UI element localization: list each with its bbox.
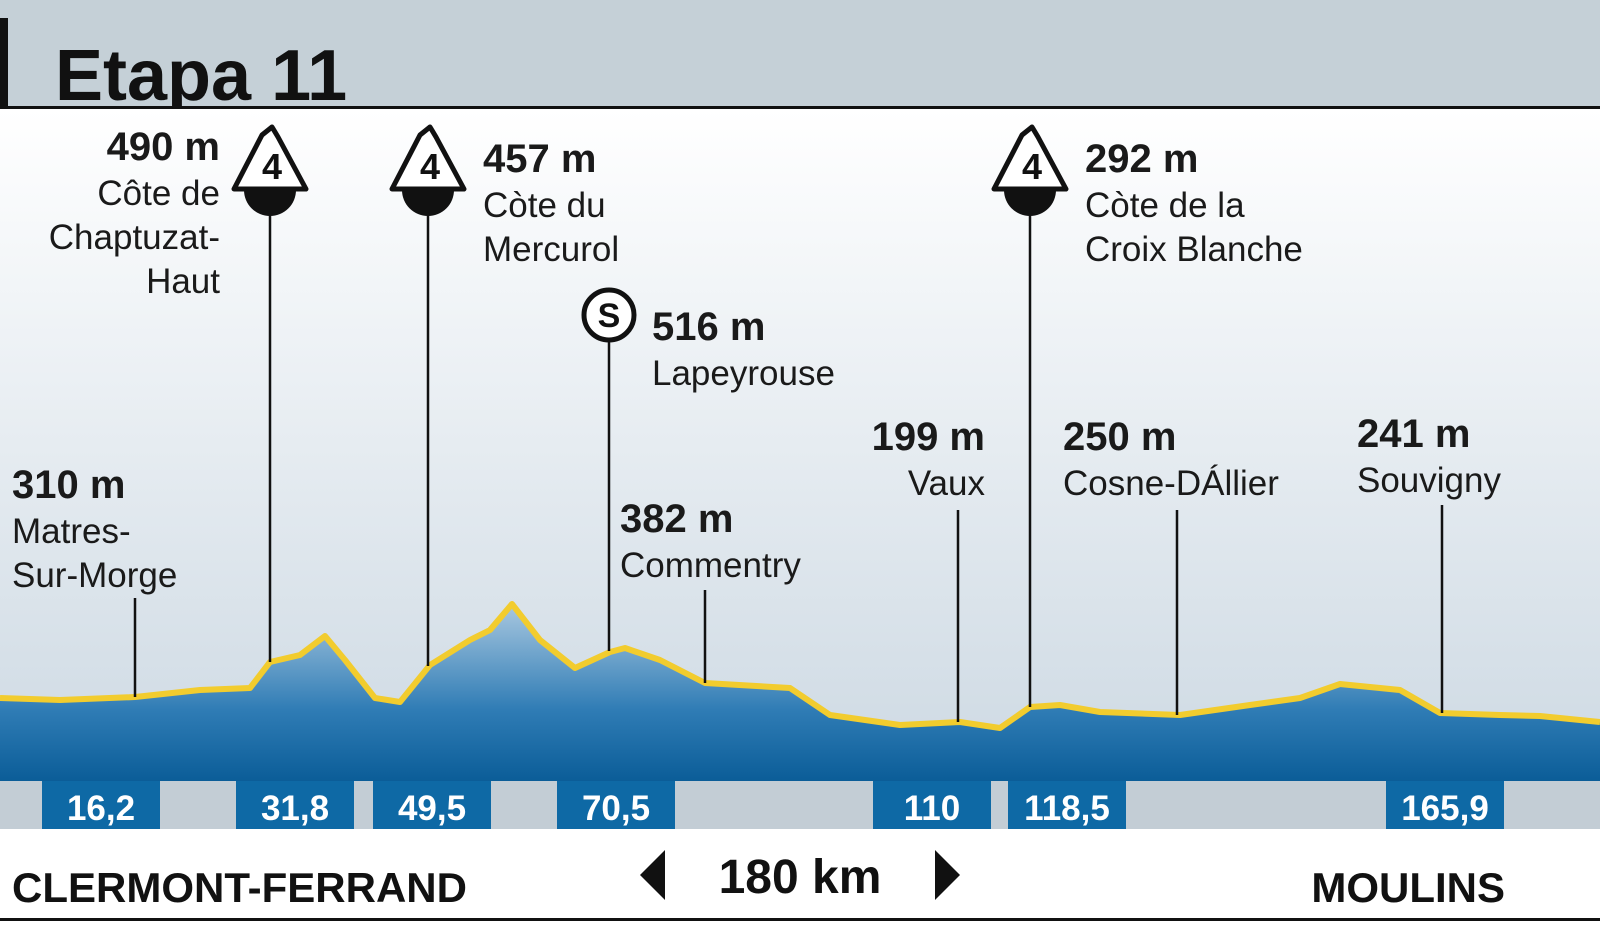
place-name: Matres- bbox=[12, 512, 131, 551]
category: S bbox=[598, 297, 621, 335]
climb-mountain bbox=[991, 124, 1069, 192]
distance: 110 bbox=[904, 789, 960, 828]
climb-base bbox=[244, 190, 296, 216]
distance-box bbox=[236, 781, 354, 829]
altitude: 241 m bbox=[1357, 412, 1470, 456]
climb-base bbox=[402, 190, 454, 216]
stage-length: 180 km bbox=[719, 851, 882, 904]
place-name: Côte de bbox=[97, 174, 220, 213]
distance: 49,5 bbox=[398, 789, 466, 828]
altitude: 516 m bbox=[652, 305, 765, 349]
arrow-right bbox=[935, 850, 960, 900]
altitude: 199 m bbox=[872, 415, 985, 459]
distance-box bbox=[873, 781, 991, 829]
place-name: Còte du bbox=[483, 186, 606, 225]
category: 4 bbox=[1022, 146, 1042, 187]
altitude: 382 m bbox=[620, 497, 733, 541]
place-name: Commentry bbox=[620, 546, 801, 585]
climb-base bbox=[1004, 190, 1056, 216]
climb-mountain bbox=[231, 124, 309, 192]
title: Etapa 11 bbox=[55, 36, 347, 116]
distance: 165,9 bbox=[1401, 789, 1489, 828]
place-name: Lapeyrouse bbox=[652, 354, 835, 393]
distance-box bbox=[1008, 781, 1126, 829]
profile-line bbox=[0, 601, 1600, 731]
category-icon: 4 bbox=[991, 124, 1069, 216]
finish-city: MOULINS bbox=[1311, 864, 1505, 911]
distance-box bbox=[42, 781, 160, 829]
start-city: CLERMONT-FERRAND bbox=[12, 864, 467, 911]
altitude: 250 m bbox=[1063, 415, 1176, 459]
distance: 70,5 bbox=[582, 789, 650, 828]
header-mark bbox=[0, 18, 8, 106]
place-name: Haut bbox=[146, 262, 220, 301]
altitude: 292 m bbox=[1085, 137, 1198, 181]
arrow-left bbox=[640, 850, 665, 900]
category: 4 bbox=[262, 146, 282, 187]
category-icon: 4 bbox=[231, 124, 309, 216]
place-name: Còte de la bbox=[1085, 186, 1245, 225]
distance: 31,8 bbox=[261, 789, 329, 828]
sprint-circle bbox=[581, 287, 637, 343]
altitude: 457 m bbox=[483, 137, 596, 181]
place-name: Mercurol bbox=[483, 230, 619, 269]
distance-box bbox=[1386, 781, 1504, 829]
altitude: 310 m bbox=[12, 463, 125, 507]
distance-box bbox=[557, 781, 675, 829]
distance: 16,2 bbox=[67, 789, 135, 828]
header-rule bbox=[0, 106, 1600, 109]
climb-mountain bbox=[389, 124, 467, 192]
altitude: 490 m bbox=[107, 125, 220, 169]
distance-box bbox=[373, 781, 491, 829]
header-band bbox=[0, 0, 1600, 106]
markers bbox=[133, 200, 1444, 722]
place-name: Souvigny bbox=[1357, 461, 1501, 500]
category-icon: S bbox=[581, 287, 637, 343]
footer-rule bbox=[0, 918, 1600, 921]
category-icon: 4 bbox=[389, 124, 467, 216]
place-name: Croix Blanche bbox=[1085, 230, 1303, 269]
place-name: Cosne-DÁllier bbox=[1063, 464, 1279, 503]
profile-area bbox=[0, 604, 1600, 781]
place-name: Chaptuzat- bbox=[49, 218, 220, 257]
place-name: Vaux bbox=[908, 464, 986, 503]
place-name: Sur-Morge bbox=[12, 556, 177, 595]
category: 4 bbox=[420, 146, 440, 187]
distance: 118,5 bbox=[1024, 789, 1110, 828]
